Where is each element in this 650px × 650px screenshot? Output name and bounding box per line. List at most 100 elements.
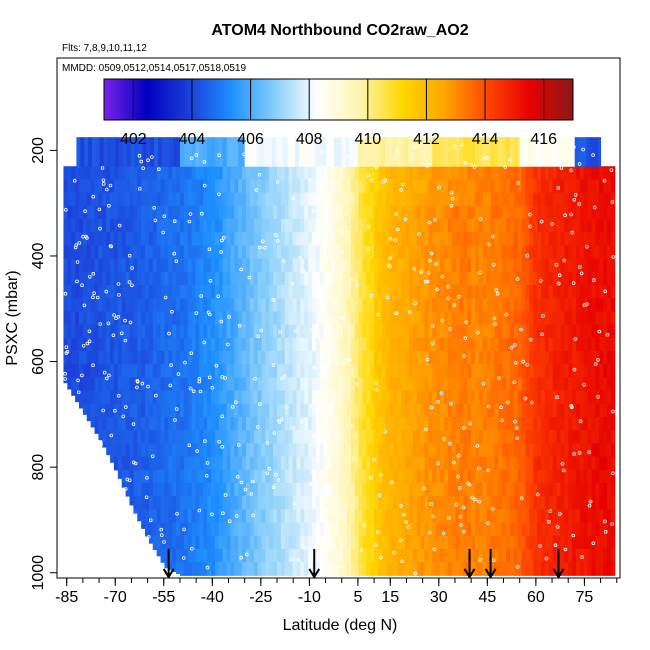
heatmap-cell xyxy=(459,324,464,339)
heatmap-cell xyxy=(288,298,294,312)
heatmap-cell xyxy=(603,337,608,352)
heatmap-cell xyxy=(315,166,321,180)
heatmap-cell xyxy=(377,311,383,326)
heatmap-cell xyxy=(603,535,608,550)
heatmap-cell xyxy=(121,324,127,339)
heatmap-cell xyxy=(539,137,544,167)
heatmap-cell xyxy=(335,245,340,260)
heatmap-cell xyxy=(164,350,169,365)
heatmap-cell xyxy=(90,311,96,326)
heatmap-cell xyxy=(529,205,534,220)
heatmap-cell xyxy=(397,403,402,418)
heatmap-cell xyxy=(424,219,429,233)
heatmap-cell xyxy=(164,509,169,524)
heatmap-cell xyxy=(106,219,111,233)
heatmap-cell xyxy=(323,509,328,524)
heatmap-cell xyxy=(273,522,278,537)
heatmap-cell xyxy=(583,166,589,180)
heatmap-cell xyxy=(537,416,542,431)
heatmap-cell xyxy=(521,245,527,260)
heatmap-cell xyxy=(521,390,527,405)
heatmap-cell xyxy=(218,456,224,471)
sample-point xyxy=(220,375,225,379)
heatmap-cell xyxy=(269,430,274,444)
heatmap-cell xyxy=(494,482,499,497)
heatmap-cell xyxy=(346,403,352,418)
sample-point xyxy=(588,499,593,504)
sample-point xyxy=(75,260,80,264)
heatmap-cell xyxy=(471,496,476,510)
heatmap-cell xyxy=(591,509,596,524)
heatmap-cell xyxy=(148,482,154,497)
heatmap-cell xyxy=(521,482,527,497)
heatmap-cell xyxy=(416,245,422,260)
heatmap-cell xyxy=(148,324,154,339)
heatmap-cell xyxy=(409,311,414,326)
heatmap-cell xyxy=(308,192,313,207)
heatmap-cell xyxy=(405,258,410,273)
heatmap-cell xyxy=(121,430,127,444)
heatmap-cell xyxy=(102,232,107,246)
heatmap-cell xyxy=(541,377,546,392)
heatmap-cell xyxy=(304,535,309,550)
heatmap-cell xyxy=(102,390,107,405)
heatmap-cell xyxy=(568,350,573,365)
heatmap-cell xyxy=(199,390,204,405)
heatmap-cell xyxy=(502,232,507,246)
heatmap-cell xyxy=(401,522,406,537)
heatmap-cell xyxy=(377,245,383,260)
y-tick-label: 1000 xyxy=(30,555,47,591)
heatmap-cell xyxy=(176,205,181,220)
heatmap-cell xyxy=(284,311,290,326)
heatmap-cell xyxy=(529,192,534,207)
heatmap-cell xyxy=(71,166,76,180)
heatmap-cell xyxy=(490,364,495,378)
heatmap-cell xyxy=(362,258,367,273)
heatmap-cell xyxy=(542,137,548,167)
heatmap-cell xyxy=(432,137,437,167)
heatmap-cell xyxy=(412,443,418,458)
heatmap-cell xyxy=(509,271,515,286)
heatmap-cell xyxy=(463,443,468,458)
heatmap-cell xyxy=(603,258,608,273)
heatmap-cell xyxy=(393,390,398,405)
heatmap-cell xyxy=(284,535,290,550)
heatmap-cell xyxy=(409,192,414,207)
heatmap-cell xyxy=(86,271,92,286)
heatmap-cell xyxy=(459,416,464,431)
heatmap-cell xyxy=(214,271,220,286)
heatmap-cell xyxy=(230,232,235,246)
heatmap-cell xyxy=(277,443,282,458)
heatmap-cell xyxy=(195,192,200,207)
heatmap-cell xyxy=(354,298,360,312)
heatmap-cell xyxy=(463,390,468,405)
heatmap-cell xyxy=(366,496,371,510)
heatmap-cell xyxy=(207,232,212,246)
heatmap-cell xyxy=(509,137,515,167)
heatmap-cell xyxy=(475,205,480,220)
heatmap-cell xyxy=(125,403,130,418)
heatmap-cell xyxy=(393,258,398,273)
heatmap-cell xyxy=(509,166,515,180)
heatmap-cell xyxy=(145,271,150,286)
heatmap-cell xyxy=(141,443,146,458)
heatmap-cell xyxy=(203,245,208,260)
heatmap-cell xyxy=(486,443,492,458)
heatmap-cell xyxy=(319,496,325,510)
heatmap-cell xyxy=(79,205,84,220)
heatmap-cell xyxy=(463,137,468,167)
heatmap-cell xyxy=(583,285,589,299)
heatmap-cell xyxy=(552,285,558,299)
heatmap-cell xyxy=(125,179,130,194)
heatmap-cell xyxy=(459,403,464,418)
heatmap-cell xyxy=(164,522,169,537)
heatmap-cell xyxy=(428,271,433,286)
heatmap-cell xyxy=(583,271,589,286)
heatmap-cell xyxy=(214,535,220,550)
heatmap-cell xyxy=(133,509,138,514)
heatmap-cell xyxy=(607,403,612,418)
heatmap-cell xyxy=(110,377,115,392)
heatmap-cell xyxy=(323,219,328,233)
heatmap-cell xyxy=(506,430,511,444)
